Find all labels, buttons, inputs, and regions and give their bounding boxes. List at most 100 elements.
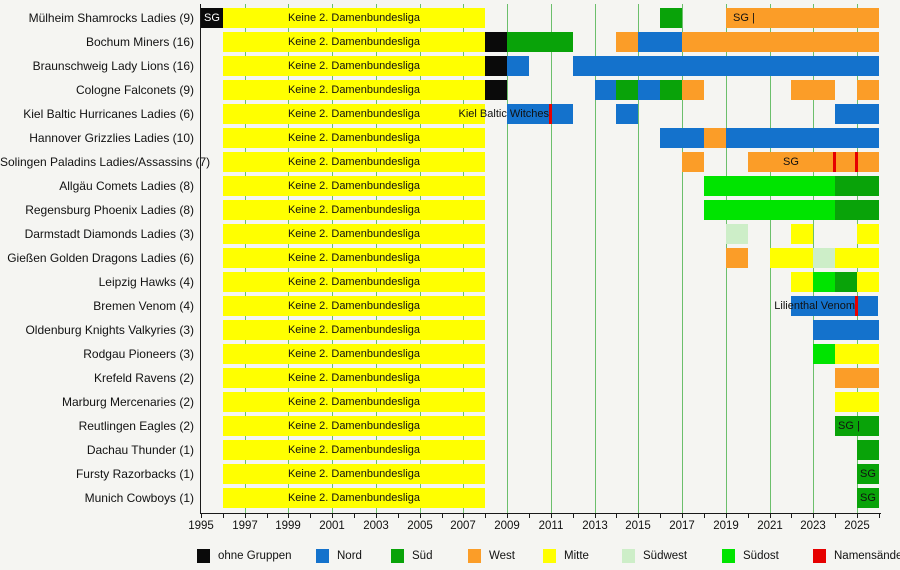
timeline-bar-segment-sued bbox=[616, 80, 638, 100]
timeline-bar-segment-mitte bbox=[857, 224, 879, 244]
timeline-bar-segment-sued bbox=[835, 416, 879, 436]
timeline-bar-segment-nord bbox=[507, 104, 573, 124]
timeline-bar-segment-mitte: Keine 2. Damenbundesliga bbox=[223, 176, 485, 196]
axis-tick-label: 2017 bbox=[669, 520, 695, 532]
timeline-bar-segment-sued bbox=[835, 176, 879, 196]
timeline-bar-segment-mitte: Keine 2. Damenbundesliga bbox=[223, 128, 485, 148]
team-name-label: Hannover Grizzlies Ladies (10) bbox=[29, 131, 194, 145]
gridline-2013 bbox=[595, 4, 596, 513]
timeline-bar-segment-nord bbox=[507, 56, 529, 76]
axis-tick-label: 2021 bbox=[757, 520, 783, 532]
team-name-label: Krefeld Ravens (2) bbox=[93, 371, 194, 385]
timeline-bar-segment-mitte: Keine 2. Damenbundesliga bbox=[223, 80, 485, 100]
timeline-bar-segment-suedost bbox=[704, 200, 835, 220]
axis-tick bbox=[376, 514, 377, 518]
bar-annotation-text: SG | bbox=[733, 12, 755, 24]
axis-tick bbox=[267, 514, 268, 518]
timeline-bar-segment-sued bbox=[835, 200, 879, 220]
bar-annotation-text: SG | bbox=[838, 420, 860, 432]
timeline-bar-segment-west bbox=[835, 368, 879, 388]
axis-tick bbox=[879, 514, 880, 518]
timeline-bar-segment-ohne bbox=[485, 32, 507, 52]
team-name-label: Leipzig Hawks (4) bbox=[98, 275, 194, 289]
axis-tick bbox=[551, 514, 552, 518]
timeline-bar-segment-mitte: Keine 2. Damenbundesliga bbox=[223, 56, 485, 76]
timeline-bar-segment-ohne bbox=[201, 8, 223, 28]
axis-tick bbox=[748, 514, 749, 518]
timeline-bar-segment-suedost bbox=[813, 272, 835, 292]
timeline-bar-segment-west bbox=[616, 32, 638, 52]
axis-tick bbox=[682, 514, 683, 518]
timeline-bar-segment-west bbox=[682, 80, 704, 100]
team-name-label: Darmstadt Diamonds Ladies (3) bbox=[24, 227, 194, 241]
timeline-bar-segment-nord bbox=[835, 104, 879, 124]
legend-swatch-ohne bbox=[197, 549, 210, 563]
bar-annotation-text: SG bbox=[860, 492, 876, 504]
bar-annotation-text: SG bbox=[783, 156, 799, 168]
team-name-label: Marburg Mercenaries (2) bbox=[61, 395, 194, 409]
timeline-bar-segment-nord bbox=[616, 104, 638, 124]
axis-tick bbox=[704, 514, 705, 518]
team-name-label: Bochum Miners (16) bbox=[85, 35, 194, 49]
timeline-bar-segment-suedost bbox=[704, 176, 835, 196]
name-change-mark bbox=[855, 152, 858, 172]
legend-swatch-suedost bbox=[722, 549, 735, 563]
team-name-label: Fursty Razorbacks (1) bbox=[75, 467, 194, 481]
axis-tick-label: 1995 bbox=[188, 520, 214, 532]
axis-tick bbox=[857, 514, 858, 518]
axis-tick-label: 2011 bbox=[538, 520, 564, 532]
axis-tick bbox=[595, 514, 596, 518]
axis-tick-label: 2001 bbox=[319, 520, 345, 532]
gridline-2015 bbox=[638, 4, 639, 513]
team-name-label: Rodgau Pioneers (3) bbox=[83, 347, 194, 361]
axis-tick bbox=[288, 514, 289, 518]
axis-tick-label: 2009 bbox=[494, 520, 520, 532]
timeline-bar-segment-mitte: Keine 2. Damenbundesliga bbox=[223, 200, 485, 220]
timeline-bar-segment-nord bbox=[573, 56, 879, 76]
legend-label: Süd bbox=[412, 550, 433, 562]
timeline-bar-segment-mitte: Keine 2. Damenbundesliga bbox=[223, 104, 485, 124]
legend-swatch-suedwest bbox=[622, 549, 635, 563]
timeline-bar-segment-ohne bbox=[485, 56, 507, 76]
axis-tick-label: 2003 bbox=[363, 520, 389, 532]
team-name-label: Oldenburg Knights Valkyries (3) bbox=[25, 323, 194, 337]
timeline-bar-segment-west bbox=[704, 128, 726, 148]
timeline-bar-segment-mitte: Keine 2. Damenbundesliga bbox=[223, 32, 485, 52]
team-name-label: Allgäu Comets Ladies (8) bbox=[59, 179, 194, 193]
timeline-bar-segment-sued bbox=[507, 32, 573, 52]
timeline-bar-segment-mitte bbox=[835, 392, 879, 412]
timeline-bar-segment-west bbox=[748, 152, 879, 172]
timeline-bar-segment-mitte: Keine 2. Damenbundesliga bbox=[223, 224, 485, 244]
timeline-bar-segment-nord bbox=[638, 80, 660, 100]
axis-tick-label: 1997 bbox=[232, 520, 258, 532]
timeline-bar-segment-mitte: Keine 2. Damenbundesliga bbox=[223, 320, 485, 340]
legend-swatch-mitte bbox=[543, 549, 556, 563]
axis-tick bbox=[638, 514, 639, 518]
timeline-bar-segment-sued bbox=[660, 8, 682, 28]
axis-tick bbox=[485, 514, 486, 518]
timeline-bar-segment-mitte: Keine 2. Damenbundesliga bbox=[223, 368, 485, 388]
bar-annotation-text: SG bbox=[860, 468, 876, 480]
timeline-bar-segment-mitte: Keine 2. Damenbundesliga bbox=[223, 272, 485, 292]
timeline-bar-segment-mitte: Keine 2. Damenbundesliga bbox=[223, 248, 485, 268]
legend-swatch-west bbox=[468, 549, 481, 563]
axis-tick-label: 2019 bbox=[713, 520, 739, 532]
axis-tick bbox=[463, 514, 464, 518]
timeline-bar-segment-mitte bbox=[791, 224, 813, 244]
timeline-bar-segment-nord bbox=[638, 32, 682, 52]
timeline-bar-segment-suedwest bbox=[813, 248, 835, 268]
axis-tick-label: 2013 bbox=[582, 520, 608, 532]
timeline-bar-segment-nord bbox=[660, 128, 704, 148]
timeline-bar-segment-nord bbox=[813, 320, 879, 340]
axis-tick-label: 2015 bbox=[625, 520, 651, 532]
bar-annotation-text: SG bbox=[204, 12, 220, 24]
axis-tick bbox=[660, 514, 661, 518]
name-change-mark bbox=[833, 152, 836, 172]
legend-label: West bbox=[489, 550, 515, 562]
axis-tick bbox=[442, 514, 443, 518]
legend-label: Nord bbox=[337, 550, 362, 562]
timeline-bar-segment-sued bbox=[835, 272, 857, 292]
legend-label: Südwest bbox=[643, 550, 688, 562]
timeline-bar-segment-ohne bbox=[485, 80, 507, 100]
timeline-bar-segment-mitte: Keine 2. Damenbundesliga bbox=[223, 440, 485, 460]
